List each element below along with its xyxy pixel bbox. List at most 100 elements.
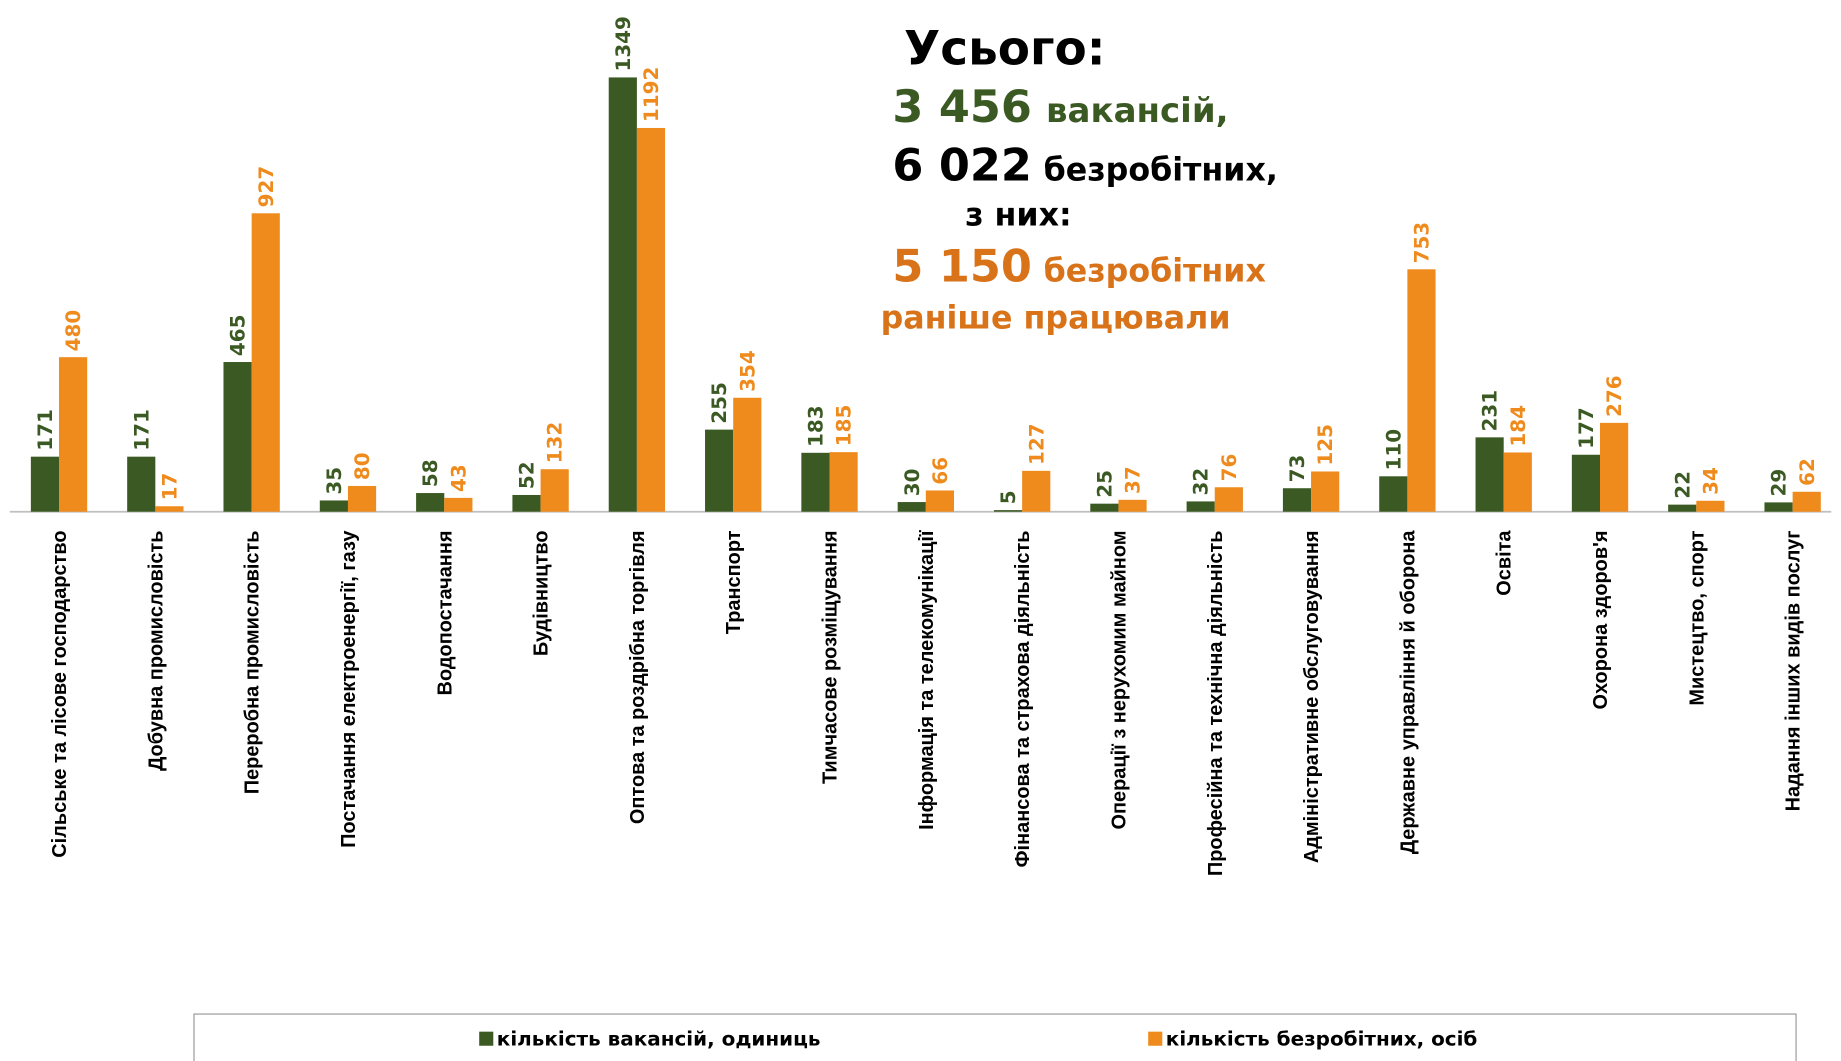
bar [1022, 470, 1051, 512]
bar [1600, 422, 1629, 512]
value-label: 30 [900, 468, 924, 496]
bar [1764, 502, 1793, 512]
x-tick-label: Інформація та телекомунікації [916, 530, 938, 830]
bar [993, 510, 1023, 512]
x-tick-label: Державне управління й оборона [1397, 530, 1419, 855]
bar [251, 213, 280, 512]
annotation-number: 3 456 [892, 81, 1032, 133]
x-tick-label: Добувна промисловість [145, 531, 167, 771]
annotation-unemployed: 6 022 безробітних, [892, 140, 1278, 192]
bar [925, 490, 954, 512]
bar [1571, 454, 1601, 512]
value-label: 52 [515, 461, 539, 489]
value-label: 32 [1189, 468, 1213, 496]
legend-label: кількість безробітних, осіб [1166, 1027, 1478, 1051]
x-tick-label: Надання інших видів послуг [1783, 531, 1805, 812]
value-label: 183 [803, 405, 827, 447]
value-label: 17 [157, 473, 181, 501]
bar [1407, 269, 1436, 512]
bar [1475, 437, 1504, 512]
value-label: 37 [1121, 466, 1145, 494]
bar [1503, 452, 1532, 512]
x-tick-label: Операції з нерухомим майном [1108, 531, 1130, 830]
legend-label: кількість вакансій, одиниць [497, 1027, 821, 1051]
value-label: 927 [254, 166, 278, 208]
annotation-vacancies: 3 456 вакансій, [892, 81, 1228, 133]
legend-box [193, 1013, 1797, 1061]
value-label: 276 [1602, 375, 1626, 417]
x-tick-label: Водопостачання [434, 531, 456, 696]
annotation-number: 6 022 [892, 140, 1032, 192]
bar [897, 502, 926, 512]
value-label: 35 [322, 467, 346, 495]
annotation-text: безробітних [1044, 254, 1266, 290]
bar [1668, 504, 1697, 512]
value-label: 62 [1795, 458, 1819, 486]
value-label: 25 [1092, 470, 1116, 498]
bar [1186, 501, 1215, 512]
value-label: 110 [1381, 429, 1405, 471]
x-tick-label: Професійна та технічна діяльність [1205, 531, 1227, 877]
value-label: 66 [928, 457, 952, 485]
value-label: 184 [1506, 405, 1530, 447]
value-label: 127 [1024, 423, 1048, 465]
annotation-text: безробітних, [1044, 153, 1278, 189]
value-label: 125 [1313, 424, 1337, 466]
value-label: 43 [446, 464, 470, 492]
annotation-text: вакансій, [1046, 91, 1229, 131]
value-label: 185 [832, 405, 856, 447]
bar [608, 77, 637, 512]
value-label: 22 [1670, 471, 1694, 499]
bar [1696, 500, 1725, 512]
annotation-heading: Усього: [904, 22, 1105, 77]
value-label: 1349 [611, 16, 635, 71]
summary-annotation: Усього: 3 456 вакансій, 6 022 безробітних,… [881, 22, 1278, 337]
bar [223, 362, 252, 512]
bar [733, 397, 762, 512]
x-tick-label: Транспорт [723, 530, 745, 634]
annotation-line2: раніше працювали [881, 301, 1231, 337]
value-label: 5 [996, 490, 1020, 504]
bar [416, 493, 445, 512]
value-label: 73 [1285, 455, 1309, 483]
value-label: 132 [543, 422, 567, 464]
value-label: 1192 [639, 67, 663, 123]
value-label: 171 [129, 409, 153, 451]
bar [512, 494, 541, 512]
bar [1311, 471, 1340, 512]
x-tick-label: Сільське та лісове господарство [49, 531, 71, 858]
x-tick-label: Освіта [1494, 530, 1516, 596]
annotation-number: 5 150 [892, 241, 1032, 293]
value-label: 231 [1478, 390, 1502, 432]
annotation-of-them: з них: [965, 197, 1072, 233]
value-label: 753 [1410, 222, 1434, 264]
bar [347, 485, 377, 512]
value-label: 76 [1217, 454, 1241, 482]
bar [30, 456, 60, 512]
bar [829, 452, 858, 512]
x-tick-label: Оптова та роздрібна торгівля [627, 531, 649, 825]
bar [705, 429, 734, 512]
bar [540, 469, 569, 512]
bar [1792, 491, 1821, 512]
bar [319, 500, 348, 512]
value-label: 29 [1767, 469, 1791, 497]
bar [444, 497, 473, 512]
bar [636, 127, 666, 512]
x-tick-label: Постачання електроенергії, газу [338, 531, 360, 848]
bar [59, 357, 88, 512]
bar [1090, 503, 1119, 512]
value-label: 177 [1574, 407, 1598, 449]
bar [1118, 499, 1147, 512]
x-tick-label: Фінансова та страхова діяльність [1012, 531, 1034, 868]
legend-marker [479, 1031, 494, 1046]
annotation-previously: 5 150 безробітних [892, 241, 1266, 293]
x-tick-label: Будівництво [531, 531, 553, 657]
x-tick-label: Охорона здоров'я [1590, 531, 1612, 710]
x-tick-label: Мистецтво, спорт [1686, 530, 1708, 705]
value-label: 465 [226, 315, 250, 357]
value-label: 34 [1698, 467, 1722, 495]
x-tick-label: Адміністративне обслуговування [1301, 531, 1323, 864]
value-label: 58 [418, 459, 442, 487]
value-label: 171 [33, 409, 57, 451]
